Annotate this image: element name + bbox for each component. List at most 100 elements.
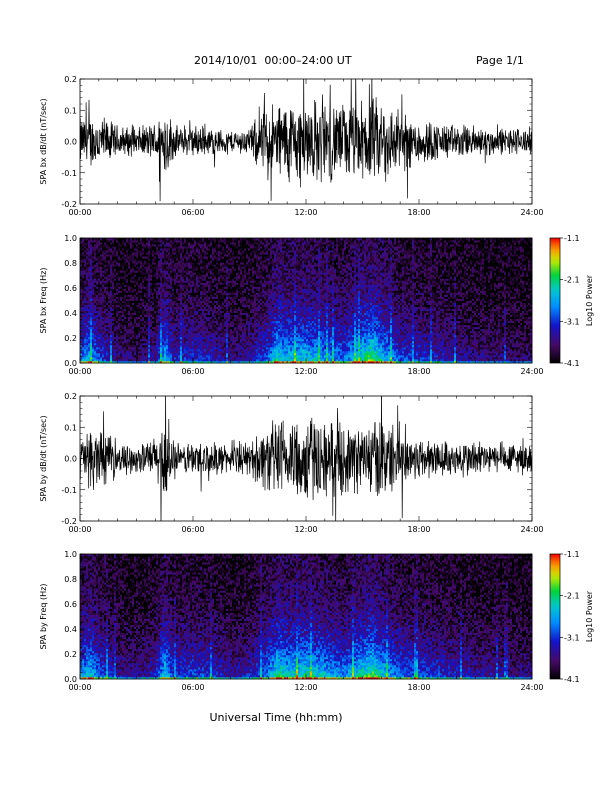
spectrogram-cell — [166, 312, 169, 316]
spectrogram-cell — [92, 320, 95, 324]
spectrogram-cell — [122, 276, 125, 279]
spectrogram-cell — [116, 354, 119, 358]
spectrogram-cell — [132, 276, 135, 279]
spectrogram-cell — [114, 310, 117, 313]
spectrogram-cell — [134, 314, 137, 318]
spectrogram-cell — [104, 348, 107, 352]
spectrogram-cell — [102, 320, 105, 324]
spectrogram-cell — [90, 304, 93, 307]
spectrogram-cell — [96, 344, 99, 348]
spectrogram-cell — [102, 342, 105, 346]
spectrogram-cell — [146, 290, 149, 293]
spectrogram-cell — [104, 358, 107, 362]
spectrogram-cell — [100, 340, 103, 344]
spectrogram-cell — [168, 358, 171, 362]
spectrogram-cell — [110, 344, 113, 348]
spectrogram-cell — [164, 258, 167, 261]
spectrogram-cell — [94, 340, 97, 344]
spectrogram-cell — [128, 354, 131, 358]
spectrogram-cell — [84, 302, 87, 305]
spectrogram-cell — [136, 314, 139, 318]
spectrogram-cell — [158, 280, 161, 283]
spectrogram-cell — [118, 248, 121, 251]
spectrogram-cell — [172, 334, 175, 338]
spectrogram-cell — [92, 238, 95, 241]
spectrogram-cell — [148, 276, 151, 279]
spectrogram-cell — [164, 352, 167, 356]
spectrogram-cell — [132, 334, 135, 338]
spectrogram-cell — [128, 286, 131, 289]
spectrogram-cell — [128, 256, 131, 259]
spectrogram-cell — [84, 250, 87, 253]
spectrogram-cell — [86, 288, 89, 291]
spectrogram-cell — [122, 264, 125, 267]
spectrogram-cell — [88, 296, 91, 299]
spectrogram-cell — [84, 358, 87, 362]
spectrogram-cell — [130, 278, 133, 281]
spectrogram-cell — [148, 304, 151, 307]
spectrogram-cell — [88, 276, 91, 279]
spectrogram-cell — [98, 276, 101, 279]
spectrogram-cell — [130, 262, 133, 265]
spectrogram-cell — [158, 336, 161, 340]
spectrogram-cell — [140, 290, 143, 293]
spectrogram-cell — [118, 312, 121, 316]
spectrogram-cell — [86, 302, 89, 305]
spectrogram-cell — [162, 240, 165, 243]
spectrogram-cell — [122, 260, 125, 263]
spectrogram-cell — [104, 352, 107, 356]
spectrogram-cell — [96, 340, 99, 344]
spectrogram-cell — [100, 258, 103, 261]
spectrogram-cell — [140, 278, 143, 281]
spectrogram-cell — [86, 270, 89, 273]
spectrogram-cell — [96, 338, 99, 342]
spectrogram-cell — [92, 332, 95, 336]
spectrogram-cell — [92, 292, 95, 295]
spectrogram-cell — [130, 312, 133, 316]
spectrogram-cell — [84, 328, 87, 332]
spectrogram-cell — [140, 264, 143, 267]
spectrogram-cell — [120, 296, 123, 299]
spectrogram-cell — [116, 336, 119, 340]
spectrogram-cell — [108, 240, 111, 243]
spectrogram-cell — [140, 338, 143, 342]
spectrogram-cell — [94, 344, 97, 348]
spectrogram-cell — [82, 274, 85, 277]
spectrogram-cell — [174, 342, 177, 346]
spectrogram-cell — [146, 260, 149, 263]
spectrogram-cell — [170, 254, 173, 257]
spectrogram-cell — [118, 342, 121, 346]
spectrogram-cell — [106, 352, 109, 356]
spectrogram-cell — [88, 332, 91, 336]
spectrogram-cell — [128, 316, 131, 320]
spectrogram-cell — [152, 298, 155, 301]
spectrogram-cell — [88, 248, 91, 251]
spectrogram-cell — [120, 254, 123, 257]
spectrogram-cell — [144, 296, 147, 299]
spectrogram-cell — [114, 332, 117, 336]
spectrogram-cell — [116, 246, 119, 249]
spectrogram-cell — [150, 322, 153, 326]
spectrogram-cell — [108, 256, 111, 259]
spectrogram-cell — [170, 340, 173, 344]
spectrogram-cell — [126, 272, 129, 275]
spectrogram-cell — [174, 352, 177, 356]
spectrogram-cell — [164, 346, 167, 350]
spectrogram-cell — [120, 354, 123, 358]
spectrogram-cell — [142, 306, 145, 309]
spectrogram-cell — [124, 302, 127, 305]
spectrogram-cell — [150, 336, 153, 340]
spectrogram-cell — [138, 346, 141, 350]
spectrogram-cell — [170, 336, 173, 340]
spectrogram-cell — [168, 308, 171, 311]
spectrogram-cell — [90, 312, 93, 316]
spectrogram-cell — [142, 264, 145, 267]
spectrogram-cell — [92, 260, 95, 263]
spectrogram-cell — [112, 320, 115, 324]
spectrogram-cell — [100, 290, 103, 293]
spectrogram-cell — [108, 290, 111, 293]
spectrogram-cell — [170, 330, 173, 334]
spectrogram-cell — [84, 284, 87, 287]
spectrogram-cell — [150, 260, 153, 263]
spectrogram-cell — [168, 352, 171, 356]
